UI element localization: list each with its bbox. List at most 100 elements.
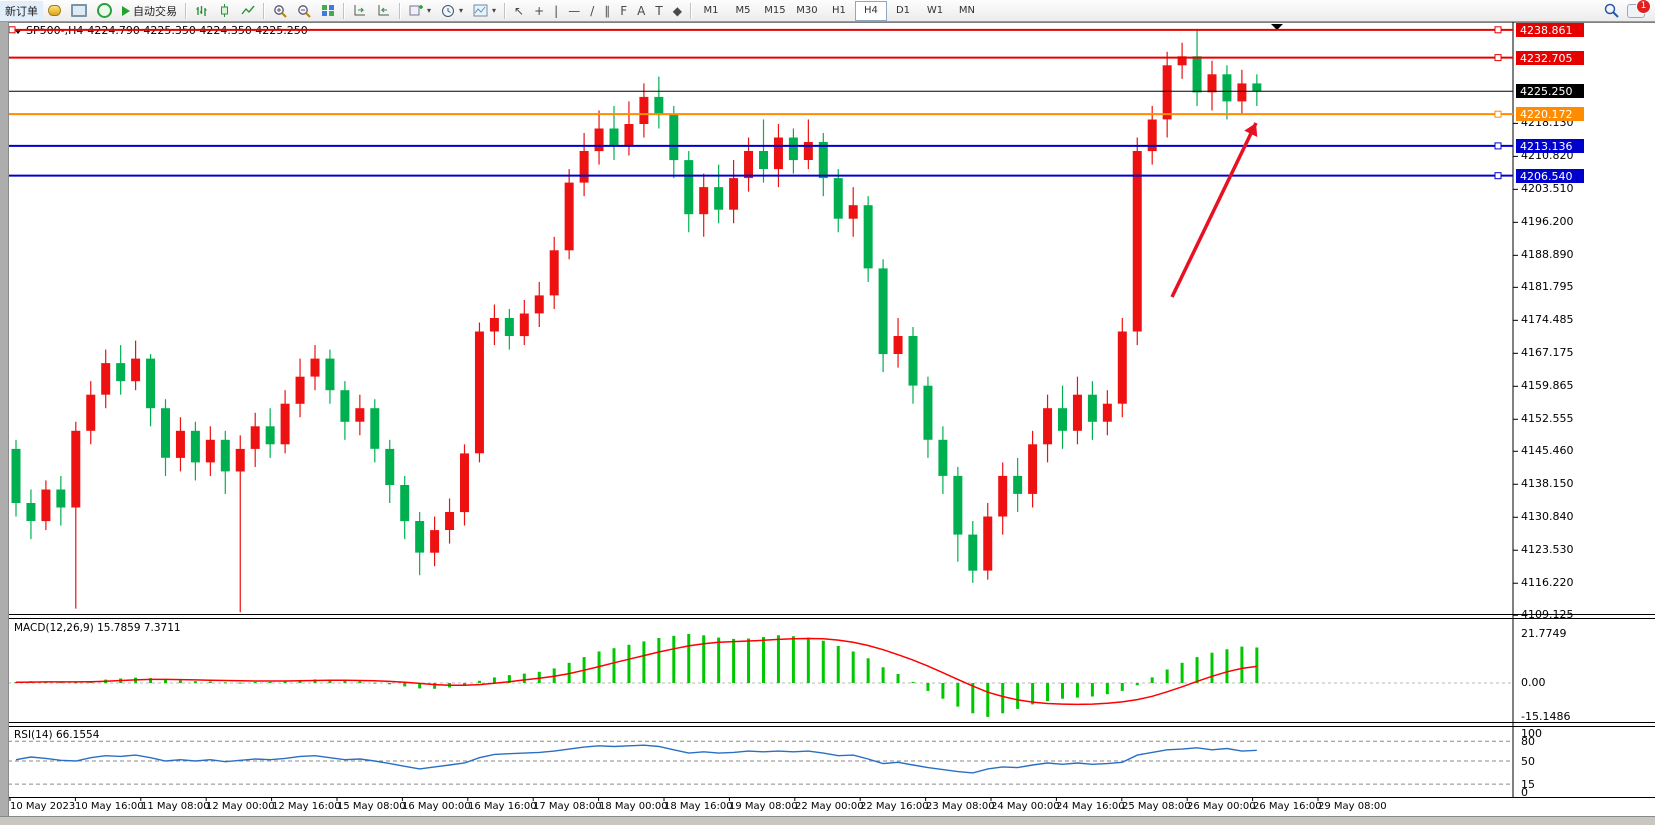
line-chart-button[interactable] xyxy=(236,1,260,21)
equidistant-channel-icon: ∥ xyxy=(604,3,611,18)
new-order-button[interactable]: 新订单 xyxy=(0,0,43,21)
timeframe-h4-button[interactable]: H4 xyxy=(854,0,887,21)
notification-badge: 1 xyxy=(1636,0,1651,14)
trendline-button[interactable]: / xyxy=(585,1,599,21)
price-axis-tick: 4138.150 xyxy=(1521,477,1574,490)
candlestick-chart-icon xyxy=(221,4,228,17)
time-axis-label: 11 May 08:00 xyxy=(141,801,210,812)
time-axis-label: 24 May 16:00 xyxy=(1056,801,1125,812)
text-button[interactable]: A xyxy=(632,1,650,21)
label-icon: T xyxy=(655,3,663,18)
time-axis-label: 26 May 00:00 xyxy=(1187,801,1256,812)
price-axis-tick: 4174.485 xyxy=(1521,313,1574,326)
search-icon[interactable] xyxy=(1604,3,1619,18)
toolbar-right: 1 xyxy=(1604,0,1655,18)
time-axis-label: 18 May 00:00 xyxy=(599,801,668,812)
rsi-indicator-label: RSI(14) 66.1554 xyxy=(14,729,100,741)
text-icon: A xyxy=(637,3,646,18)
time-axis-label: 16 May 16:00 xyxy=(468,801,537,812)
time-axis-label: 19 May 08:00 xyxy=(729,801,798,812)
auto-scroll-icon xyxy=(354,5,365,16)
terminal-button[interactable] xyxy=(66,1,92,21)
timeframe-m5-button[interactable]: M5 xyxy=(735,5,751,16)
toolbar-separator xyxy=(399,2,401,19)
chart-background[interactable] xyxy=(8,22,1655,816)
price-axis-tick: 4181.795 xyxy=(1521,280,1574,293)
equidistant-channel-button[interactable]: ∥ xyxy=(599,1,615,21)
chart-shift-button[interactable] xyxy=(372,1,396,21)
price-axis-tick: 4196.200 xyxy=(1521,215,1574,228)
bar-chart-button[interactable] xyxy=(190,1,214,21)
timeframe-m1-button[interactable]: M1 xyxy=(703,5,719,16)
line-price-label: 4220.172 xyxy=(1516,107,1584,121)
timeframe-d1-button[interactable]: D1 xyxy=(895,5,910,16)
zoom-out-button[interactable] xyxy=(292,1,316,21)
chart-symbol: SP500-,H4 xyxy=(26,24,84,37)
time-axis-label: 22 May 00:00 xyxy=(795,801,864,812)
toolbar-separator xyxy=(185,2,187,19)
tile-windows-button[interactable] xyxy=(316,1,340,21)
toolbar: 新订单 自动交易 xyxy=(0,0,1655,22)
auto-scroll-button[interactable] xyxy=(348,1,372,21)
time-axis-label: 15 May 08:00 xyxy=(337,801,406,812)
new-order-label: 新订单 xyxy=(5,4,38,18)
candlestick-chart-button[interactable] xyxy=(214,1,236,21)
bar-chart-icon xyxy=(196,6,207,16)
rsi-scale-label: 100 xyxy=(1521,727,1542,740)
autotrade-play-icon xyxy=(122,5,130,16)
macd-scale-label: 21.7749 xyxy=(1521,627,1567,640)
drawing-toolbar: ↖ + | — / ∥ F A T ◆ xyxy=(509,1,687,21)
symbol-dropdown-icon xyxy=(14,28,22,34)
macd-indicator-label: MACD(12,26,9) 15.7859 7.3711 xyxy=(14,622,181,634)
autotrade-button[interactable]: 自动交易 xyxy=(117,1,182,21)
time-axis-label: 10 May 2023 xyxy=(10,801,76,812)
line-price-label: 4213.136 xyxy=(1516,139,1584,153)
price-axis-tick: 4152.555 xyxy=(1521,412,1574,425)
tile-windows-icon xyxy=(322,5,334,16)
time-axis-label: 16 May 00:00 xyxy=(402,801,471,812)
zoom-in-button[interactable] xyxy=(268,1,292,21)
monitor-icon xyxy=(71,4,87,17)
fibonacci-icon: F xyxy=(620,3,628,18)
zoom-out-icon xyxy=(298,4,311,18)
charts-button[interactable] xyxy=(43,1,66,21)
fibonacci-button[interactable]: F xyxy=(615,1,632,21)
line-chart-icon xyxy=(241,5,255,15)
cursor-button[interactable]: ↖ xyxy=(509,1,529,21)
signal-button[interactable] xyxy=(92,1,117,21)
timeframe-w1-button[interactable]: W1 xyxy=(926,5,944,16)
notifications-button[interactable]: 1 xyxy=(1627,0,1651,18)
time-axis-label: 26 May 16:00 xyxy=(1253,801,1322,812)
dropdown-caret-icon: ▾ xyxy=(492,6,497,15)
vertical-line-button[interactable]: | xyxy=(549,1,563,21)
price-axis-tick: 4145.460 xyxy=(1521,444,1574,457)
dropdown-caret-icon: ▾ xyxy=(427,6,432,15)
clock-icon xyxy=(442,4,455,17)
price-axis-tick: 4123.530 xyxy=(1521,543,1574,556)
timeframe-mn-button[interactable]: MN xyxy=(958,5,976,16)
rsi-scale-label: 50 xyxy=(1521,755,1535,768)
price-axis-tick: 4203.510 xyxy=(1521,182,1574,195)
horizontal-line-button[interactable]: — xyxy=(563,1,585,21)
crosshair-icon: + xyxy=(534,3,545,18)
templates-button[interactable]: ▾ xyxy=(468,1,501,21)
timeframe-h1-button[interactable]: H1 xyxy=(832,5,846,16)
autotrade-label: 自动交易 xyxy=(133,4,177,18)
signal-icon xyxy=(97,3,112,18)
add-indicator-button[interactable]: ▾ xyxy=(404,1,436,21)
arrows-shapes-icon: ◆ xyxy=(672,3,682,18)
time-axis-label: 22 May 16:00 xyxy=(860,801,929,812)
time-axis-label: 17 May 08:00 xyxy=(533,801,602,812)
crosshair-button[interactable]: + xyxy=(529,1,549,21)
toolbar-separator xyxy=(504,2,507,19)
timeframe-m30-button[interactable]: M30 xyxy=(796,5,818,16)
price-axis-tick: 4159.865 xyxy=(1521,379,1574,392)
time-axis-label: 23 May 08:00 xyxy=(926,801,995,812)
time-axis-label: 10 May 16:00 xyxy=(75,801,144,812)
time-axis-label: 24 May 00:00 xyxy=(991,801,1060,812)
arrows-shapes-button[interactable]: ◆ xyxy=(668,1,687,21)
line-price-label: 4206.540 xyxy=(1516,169,1584,183)
label-button[interactable]: T xyxy=(650,1,667,21)
periods-button[interactable]: ▾ xyxy=(436,1,468,21)
timeframe-m15-button[interactable]: M15 xyxy=(764,5,786,16)
